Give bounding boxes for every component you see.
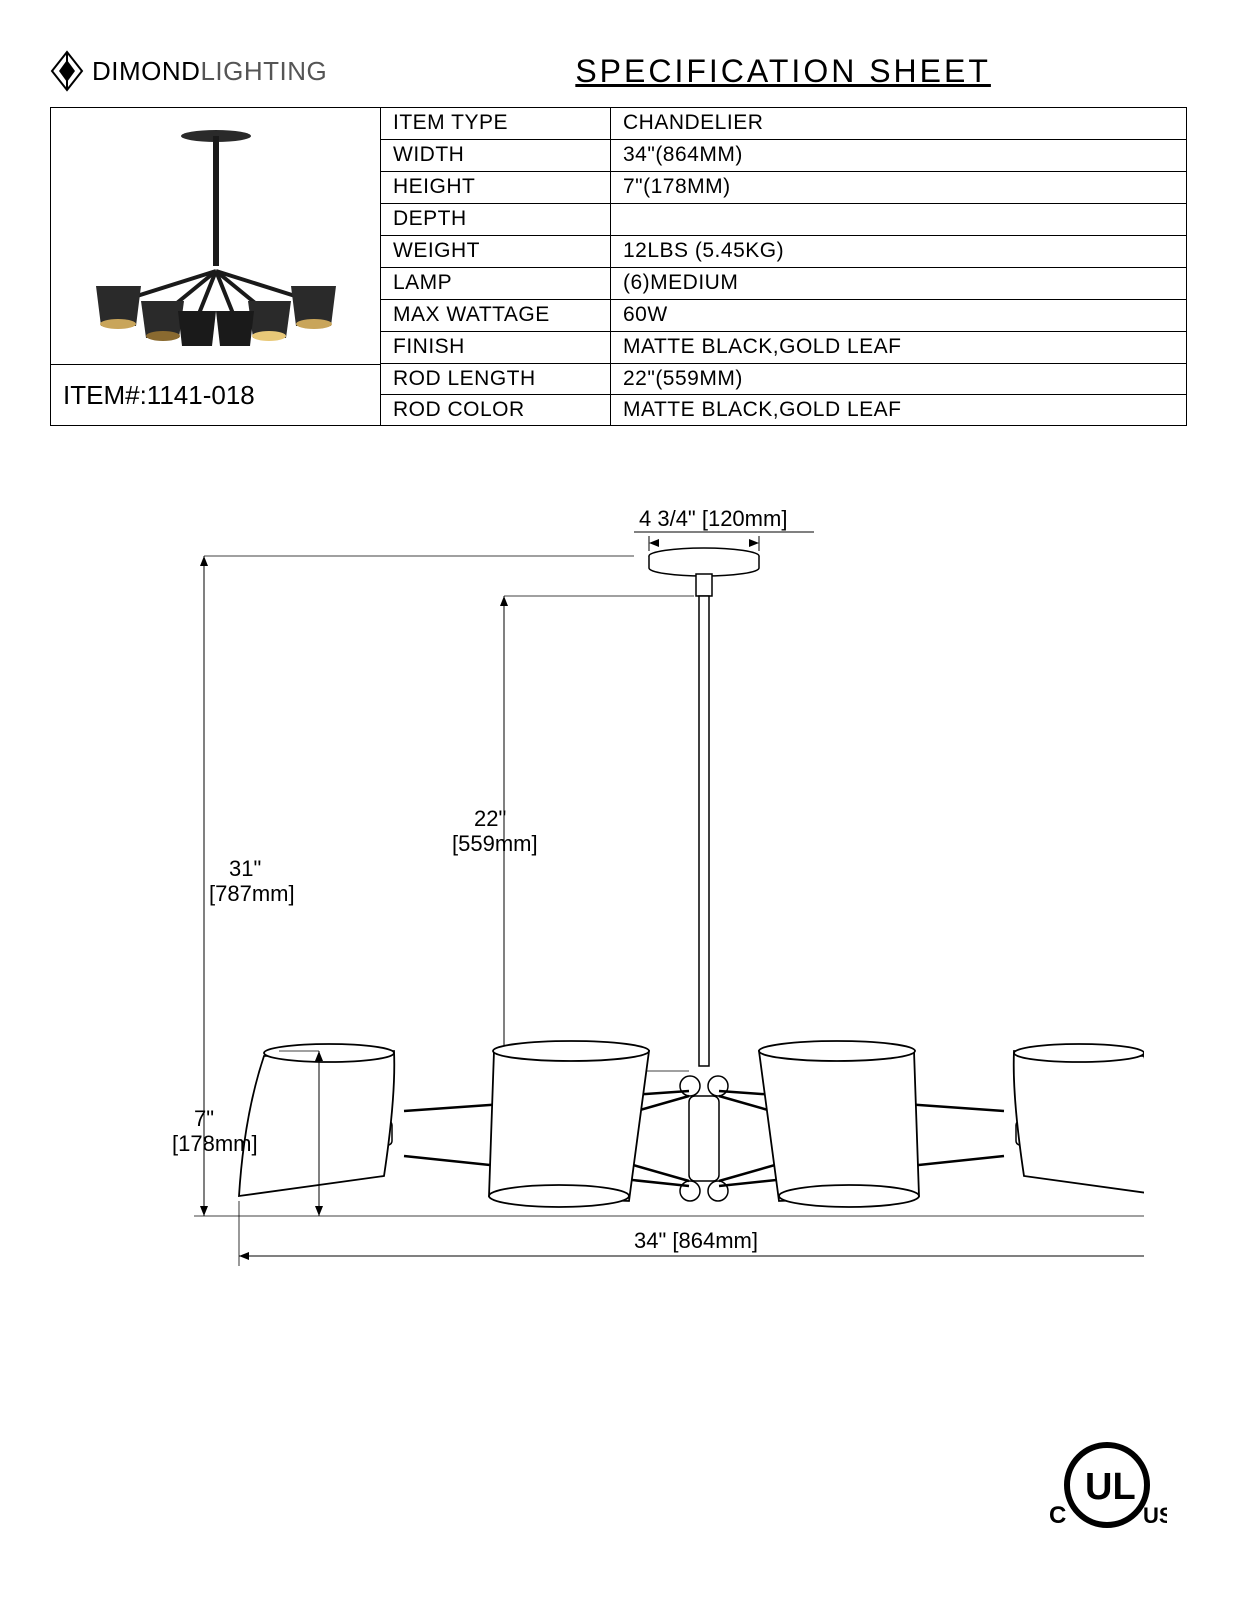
spec-label: ROD LENGTH [381,364,611,395]
item-number-value: 1141-018 [147,380,255,411]
item-number-label: ITEM#: [63,380,147,411]
ul-text: UL [1085,1466,1136,1508]
dim-body-h-mm: [178mm] [172,1131,258,1156]
spec-value [611,204,1186,236]
dim-overall-h-mm: [787mm] [209,881,295,906]
spec-label: WEIGHT [381,236,611,268]
brand-text: DIMONDLIGHTING [92,56,327,87]
dim-rod-mm: [559mm] [452,831,538,856]
spec-label: FINISH [381,332,611,364]
spec-value: MATTE BLACK,GOLD LEAF [611,332,1186,364]
brand-name-1: DIMOND [92,56,200,86]
ul-us: US [1143,1503,1167,1528]
spec-value: 34"(864MM) [611,140,1186,172]
item-number-cell: ITEM#:1141-018 [51,364,381,425]
header: DIMONDLIGHTING SPECIFICATION SHEET [50,50,1187,92]
spec-label: ROD COLOR [381,395,611,425]
dim-canopy: 4 3/4" [120mm] [639,506,787,531]
dim-rod-in: 22" [474,806,506,831]
ul-certification-icon: UL C US [1047,1435,1167,1540]
page-title: SPECIFICATION SHEET [379,53,1187,90]
spec-value: 7"(178MM) [611,172,1186,204]
spec-value: 60W [611,300,1186,332]
spec-label: LAMP [381,268,611,300]
technical-diagram: 4 3/4" [120mm] 31" [787mm] [50,496,1187,1316]
spec-value: 12LBS (5.45KG) [611,236,1186,268]
product-thumbnail [66,116,366,356]
brand-name-2: LIGHTING [200,56,327,86]
spec-value: (6)MEDIUM [611,268,1186,300]
brand-logo: DIMONDLIGHTING [50,50,327,92]
spec-label: DEPTH [381,204,611,236]
spec-label: ITEM TYPE [381,108,611,140]
spec-label: WIDTH [381,140,611,172]
diamond-icon [50,50,84,92]
spec-value: CHANDELIER [611,108,1186,140]
dim-body-h-in: 7" [194,1106,214,1131]
spec-label: MAX WATTAGE [381,300,611,332]
spec-value: 22"(559MM) [611,364,1186,395]
dim-overall-h-in: 31" [229,856,261,881]
ul-c: C [1049,1502,1066,1529]
spec-value: MATTE BLACK,GOLD LEAF [611,395,1186,425]
dim-width: 34" [864mm] [634,1228,758,1253]
spec-table: ITEM TYPE CHANDELIER WIDTH 34"(864MM) HE… [50,107,1187,426]
spec-label: HEIGHT [381,172,611,204]
product-image-cell [51,108,381,364]
